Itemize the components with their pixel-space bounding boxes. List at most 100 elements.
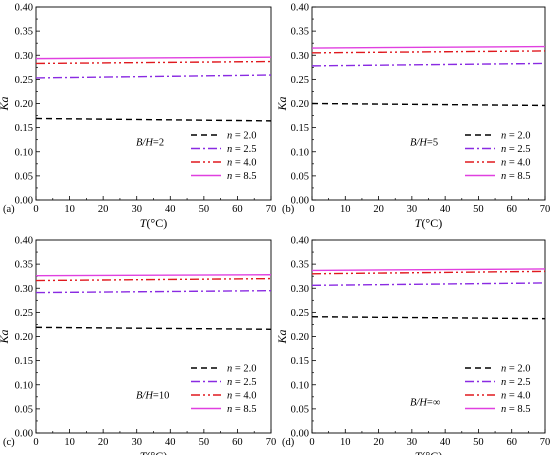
legend-variable: n [501,171,506,182]
x-axis-variable: T [140,216,148,230]
y-tick-label: 0.20 [15,332,33,343]
y-axis-label: Ka [0,329,11,344]
chart-panel-4: 0 10 20 30 40 50 60 70 0.00 0.05 0.10 0.15 0.20 0.25 0… [275,236,550,455]
legend-variable: n [227,158,232,169]
legend-entry: n = 4.0 [501,391,531,402]
legend-entry: n = 4.0 [227,391,257,402]
x-tick-label: 70 [266,204,277,215]
series-line-n-2-5 [35,289,272,294]
y-tick-label: 0.30 [291,51,309,62]
y-tick-label: 0.35 [15,27,33,38]
y-tick-label: 0.30 [15,51,33,62]
legend-variable: n [501,144,506,155]
y-tick-label: 0.00 [291,429,309,440]
x-tick-label: 50 [199,437,210,448]
x-tick-label: 20 [98,204,109,215]
legend-value: = 2.5 [506,377,530,388]
series-line-n-2-5 [35,74,272,79]
panel-letter: (b) [282,204,295,215]
y-tick-label: 0.30 [15,284,33,295]
x-tick-label: 20 [373,437,384,448]
legend-entry: n = 2.0 [227,364,257,375]
legend-entry: n = 2.5 [227,144,257,155]
annotation-bh: B/H=5 [410,137,438,148]
y-tick-label: 0.40 [15,236,33,247]
legend-value: = 4.0 [232,158,256,169]
x-tick-label: 60 [232,204,243,215]
x-tick-label: 0 [309,437,314,448]
x-tick-label: 70 [540,204,550,215]
y-tick-label: 0.35 [291,27,309,38]
y-tick-label: 0.20 [291,99,309,110]
x-tick-label: 0 [33,204,38,215]
series-line-n-4-0 [35,277,272,282]
x-tick-label: 40 [440,204,451,215]
x-tick-label: 10 [340,204,351,215]
x-tick-label: 60 [506,437,517,448]
legend-value: = 4.0 [506,158,530,169]
legend-variable: n [227,377,232,388]
legend-value: = 4.0 [232,391,256,402]
legend-entry: n = 4.0 [501,158,531,169]
annotation-bh: B/H=2 [136,137,164,148]
x-tick-label: 70 [266,437,277,448]
y-tick-label: 0.15 [291,123,309,134]
legend-value: = 2.0 [506,364,530,375]
legend-variable: n [501,131,506,142]
y-tick-label: 0.05 [291,171,309,182]
y-tick-label: 0.10 [291,380,309,391]
x-axis-label: T(°C) [140,449,167,455]
legend-value: = 2.5 [232,377,256,388]
x-tick-label: 10 [64,204,75,215]
x-axis-variable: T [415,449,423,455]
y-tick-label: 0.15 [291,356,309,367]
annotation-variable: B/H [136,137,154,148]
y-tick-label: 0.05 [15,404,33,415]
y-tick-label: 0.25 [15,75,33,86]
series-line-n-8-5 [35,56,272,60]
legend-variable: n [227,131,232,142]
series-line-n-2-0 [35,117,272,122]
legend-entry: n = 4.0 [227,158,257,169]
legend-value: = 8.5 [232,404,256,415]
x-axis-unit: (°C) [146,216,167,230]
x-axis-label: T(°C) [140,216,167,230]
y-tick-label: 0.40 [291,236,309,247]
x-tick-label: 40 [165,437,176,448]
panel-letter: (d) [282,437,295,448]
legend-entry: n = 2.5 [501,144,531,155]
x-tick-label: 20 [373,204,384,215]
x-axis-variable: T [415,216,423,230]
y-axis-label: Ka [275,96,289,111]
x-tick-label: 50 [473,437,484,448]
legend-value: = 8.5 [506,171,530,182]
x-tick-label: 30 [407,437,418,448]
y-tick-label: 0.05 [15,171,33,182]
x-tick-label: 40 [165,204,176,215]
chart-panel-3: 0 10 20 30 40 50 60 70 0.00 0.05 0.10 0.15 0.20 0.25 0… [0,236,276,455]
y-tick-label: 0.35 [291,260,309,271]
annotation-value: =2 [153,137,164,148]
y-tick-label: 0.00 [15,196,33,207]
x-axis-unit: (°C) [421,216,442,230]
y-tick-label: 0.30 [291,284,309,295]
y-tick-label: 0.10 [291,147,309,158]
y-tick-label: 0.20 [291,332,309,343]
legend-variable: n [227,364,232,375]
y-tick-label: 0.10 [15,147,33,158]
x-axis-unit: (°C) [421,449,442,455]
x-tick-label: 30 [131,437,142,448]
series-line-n-4-0 [311,270,546,275]
series-line-n-4-0 [35,60,272,65]
legend-variable: n [501,391,506,402]
x-tick-label: 0 [33,437,38,448]
x-tick-label: 40 [440,437,451,448]
x-axis-variable: T [140,449,148,455]
legend-variable: n [501,364,506,375]
series-line-n-2-0 [35,326,272,330]
x-tick-label: 50 [473,204,484,215]
legend-variable: n [501,404,506,415]
legend-variable: n [501,377,506,388]
panel-letter: (a) [3,204,15,215]
y-tick-label: 0.25 [291,308,309,319]
